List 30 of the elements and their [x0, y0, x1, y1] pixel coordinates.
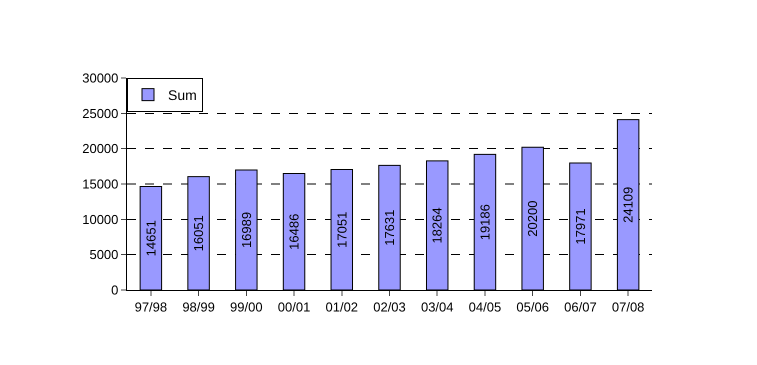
x-tick-label: 00/01 [278, 300, 310, 315]
x-tick-label: 98/99 [182, 300, 215, 315]
data-label: 16486 [286, 214, 302, 250]
data-label: 16989 [238, 212, 254, 248]
x-tick-label: 05/06 [516, 300, 549, 315]
data-label: 17051 [334, 212, 350, 248]
x-tick-label: 04/05 [468, 300, 502, 315]
x-tick-label: 01/02 [325, 300, 358, 315]
data-label: 17971 [572, 208, 588, 245]
y-tick-label: 10000 [82, 212, 118, 227]
data-label: 17631 [382, 210, 397, 246]
y-tick-label: 15000 [82, 176, 118, 192]
data-label: 20200 [525, 200, 540, 237]
y-tick-label: 25000 [82, 106, 118, 121]
x-tick-label: 03/04 [420, 300, 454, 315]
data-label: 24109 [620, 186, 636, 223]
x-tick-label: 97/98 [134, 300, 168, 315]
x-tick-label: 99/00 [230, 300, 263, 315]
y-tick-label: 20000 [82, 141, 118, 156]
x-tick-label: 07/08 [612, 300, 644, 315]
data-label: 16051 [191, 215, 206, 252]
data-label: 14651 [143, 220, 158, 256]
data-label: 18264 [430, 207, 445, 244]
data-label: 19186 [477, 204, 492, 240]
y-tick-label: 0 [111, 282, 118, 298]
y-tick-label: 5000 [89, 247, 118, 262]
y-tick-label: 30000 [82, 70, 118, 86]
legend-label: Sum [168, 87, 197, 104]
x-tick-label: 02/03 [373, 300, 406, 315]
x-tick-label: 06/07 [564, 300, 597, 315]
